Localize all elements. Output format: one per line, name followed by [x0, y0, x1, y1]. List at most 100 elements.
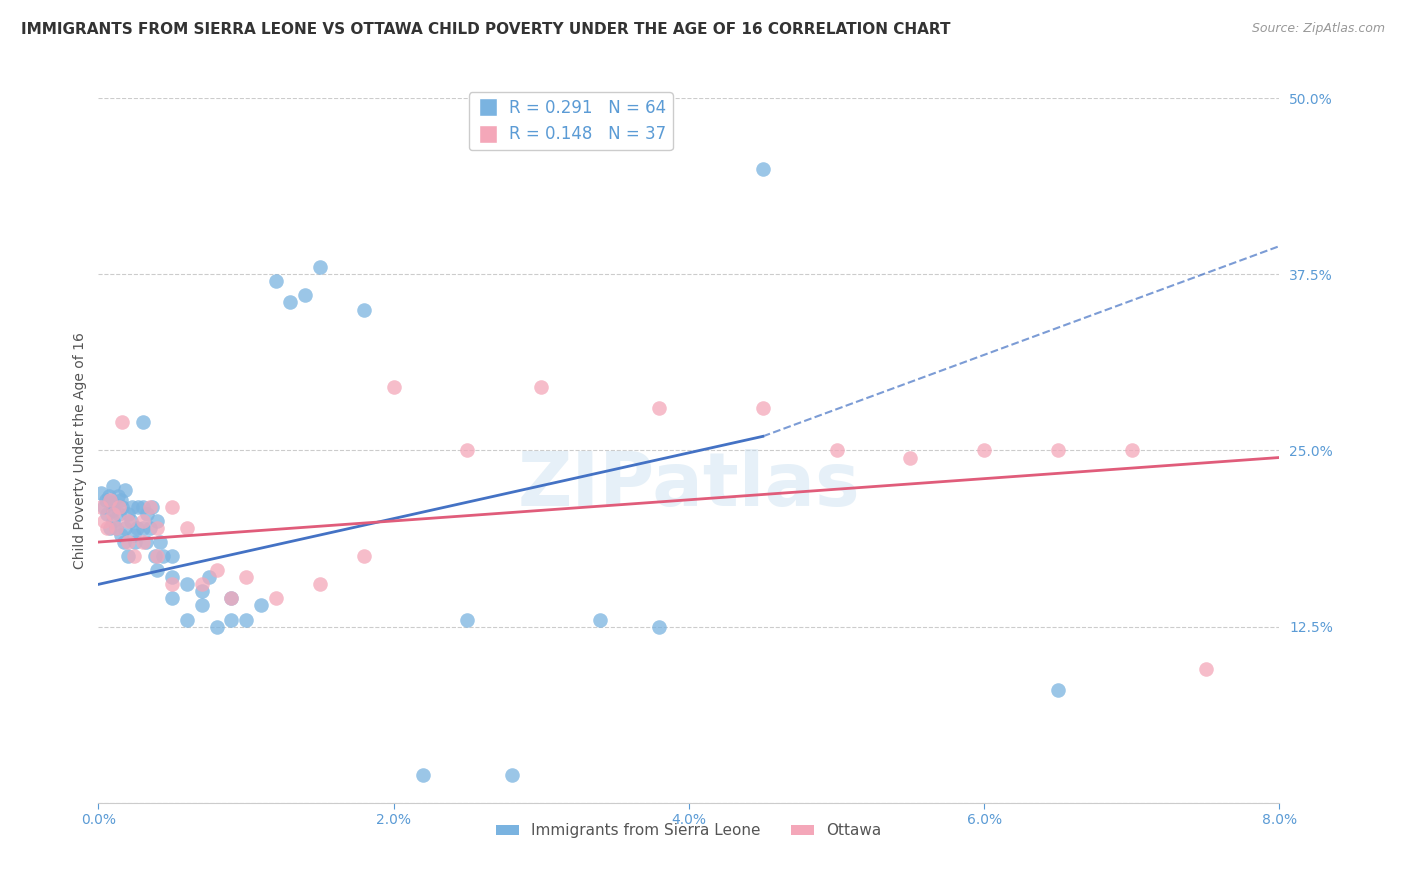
Point: [108, 500, 131, 514]
Point: [146, 549, 169, 564]
Point: [96, 507, 118, 521]
Point: [114, 521, 136, 535]
Point: [111, 500, 134, 514]
Point: [191, 577, 214, 591]
Point: [143, 549, 166, 564]
Point: [132, 514, 155, 528]
Point: [98, 492, 121, 507]
Point: [1121, 443, 1143, 458]
Point: [146, 521, 169, 535]
Point: [1046, 443, 1070, 458]
Point: [205, 563, 228, 577]
Point: [135, 535, 157, 549]
Point: [105, 521, 128, 535]
Point: [176, 521, 198, 535]
Text: IMMIGRANTS FROM SIERRA LEONE VS OTTAWA CHILD POVERTY UNDER THE AGE OF 16 CORRELA: IMMIGRANTS FROM SIERRA LEONE VS OTTAWA C…: [21, 22, 950, 37]
Point: [235, 613, 257, 627]
Point: [752, 401, 775, 416]
Point: [103, 507, 125, 521]
Point: [94, 492, 117, 507]
Point: [97, 489, 120, 503]
Point: [501, 767, 523, 781]
Point: [96, 521, 118, 535]
Point: [93, 500, 115, 514]
Point: [139, 521, 162, 535]
Point: [110, 528, 132, 542]
Point: [152, 549, 174, 564]
Point: [90, 485, 112, 500]
Point: [132, 500, 155, 514]
Point: [294, 288, 316, 302]
Point: [114, 483, 136, 497]
Point: [457, 613, 479, 627]
Point: [136, 507, 159, 521]
Point: [191, 599, 214, 613]
Point: [111, 415, 134, 429]
Point: [107, 489, 129, 503]
Point: [221, 591, 243, 606]
Point: [309, 260, 332, 275]
Point: [124, 535, 146, 549]
Point: [162, 549, 183, 564]
Point: [117, 514, 139, 528]
Point: [235, 570, 257, 584]
Point: [191, 584, 214, 599]
Point: [176, 577, 198, 591]
Point: [139, 500, 162, 514]
Point: [457, 443, 479, 458]
Point: [105, 521, 128, 535]
Point: [127, 500, 149, 514]
Point: [132, 521, 155, 535]
Point: [162, 500, 183, 514]
Point: [122, 528, 145, 542]
Point: [198, 570, 221, 584]
Point: [132, 415, 155, 429]
Legend: Immigrants from Sierra Leone, Ottawa: Immigrants from Sierra Leone, Ottawa: [491, 817, 887, 845]
Point: [412, 767, 434, 781]
Point: [117, 507, 139, 521]
Point: [162, 591, 183, 606]
Point: [121, 500, 143, 514]
Point: [93, 514, 115, 528]
Point: [309, 577, 332, 591]
Point: [648, 401, 671, 416]
Point: [900, 450, 922, 465]
Point: [264, 591, 287, 606]
Point: [100, 495, 122, 509]
Point: [112, 535, 135, 549]
Point: [98, 521, 121, 535]
Point: [103, 502, 125, 516]
Point: [117, 535, 139, 549]
Point: [110, 492, 132, 507]
Point: [146, 563, 169, 577]
Point: [221, 613, 243, 627]
Y-axis label: Child Poverty Under the Age of 16: Child Poverty Under the Age of 16: [73, 332, 87, 569]
Point: [149, 535, 172, 549]
Point: [1195, 662, 1218, 676]
Point: [146, 514, 169, 528]
Point: [382, 380, 405, 394]
Point: [103, 478, 125, 492]
Point: [825, 443, 848, 458]
Point: [752, 161, 775, 176]
Point: [250, 599, 273, 613]
Point: [221, 591, 243, 606]
Point: [122, 549, 145, 564]
Point: [973, 443, 995, 458]
Text: ZIPatlas: ZIPatlas: [517, 450, 860, 522]
Point: [132, 535, 155, 549]
Point: [648, 619, 671, 633]
Point: [125, 521, 148, 535]
Point: [589, 613, 612, 627]
Point: [162, 570, 183, 584]
Text: Source: ZipAtlas.com: Source: ZipAtlas.com: [1251, 22, 1385, 36]
Point: [117, 549, 139, 564]
Point: [353, 302, 375, 317]
Point: [103, 514, 125, 528]
Point: [280, 295, 302, 310]
Point: [264, 274, 287, 288]
Point: [108, 507, 131, 521]
Point: [205, 619, 228, 633]
Point: [1046, 683, 1070, 698]
Point: [141, 500, 163, 514]
